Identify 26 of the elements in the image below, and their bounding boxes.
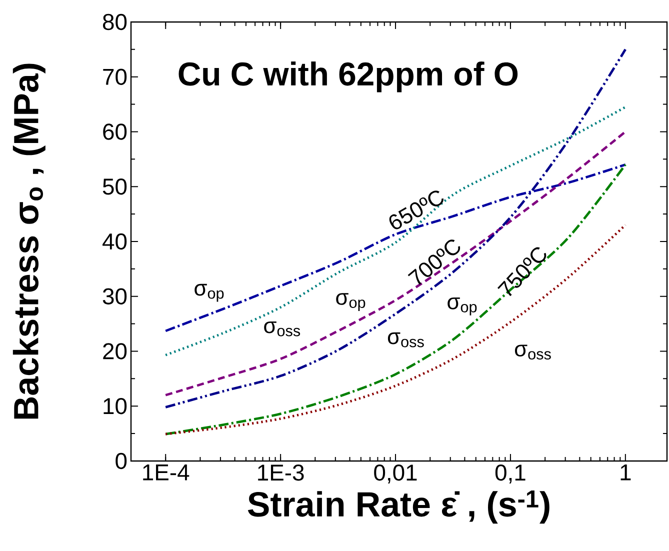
annotation: σ$_{op}$	[448, 298, 477, 316]
text: Cu C with 62ppm of O	[178, 62, 518, 92]
y-tick-label: 20	[103, 343, 127, 360]
x-tick-label: 0,01	[374, 464, 417, 484]
annotation: σ$_{op}$	[194, 284, 224, 302]
y-tick-label: 30	[102, 288, 127, 304]
x-axis-title: Strain Rate ε̇ , (s$^{-1}$)	[248, 490, 550, 524]
y-tick-label: 80	[102, 14, 127, 30]
x-tick-label: 0,1	[495, 464, 526, 484]
y-tick-label: 10	[104, 398, 127, 414]
x-tick-label: 1	[620, 464, 631, 480]
x-tick-label: 1E-3	[258, 464, 304, 481]
y-tick-label: 0	[116, 452, 127, 470]
annotation: σ$_{oss}$	[514, 344, 551, 360]
y-tick-label: 60	[103, 124, 127, 140]
y-tick-label: 40	[102, 233, 127, 250]
line-series	[164, 48, 627, 408]
line-series	[164, 130, 627, 396]
annotation: σ$_{oss}$	[388, 332, 424, 348]
annotation: σ$_{oss}$	[264, 321, 300, 336]
y-axis-title: Backstress σ$_{o}$ , (MPa)	[12, 64, 46, 419]
line-series	[164, 163, 627, 436]
x-tick-label: 1E-4	[143, 464, 190, 480]
y-tick-label: 70	[103, 68, 127, 85]
y-tick-label: 50	[102, 178, 127, 195]
annotation: σ$_{op}$	[336, 293, 366, 312]
